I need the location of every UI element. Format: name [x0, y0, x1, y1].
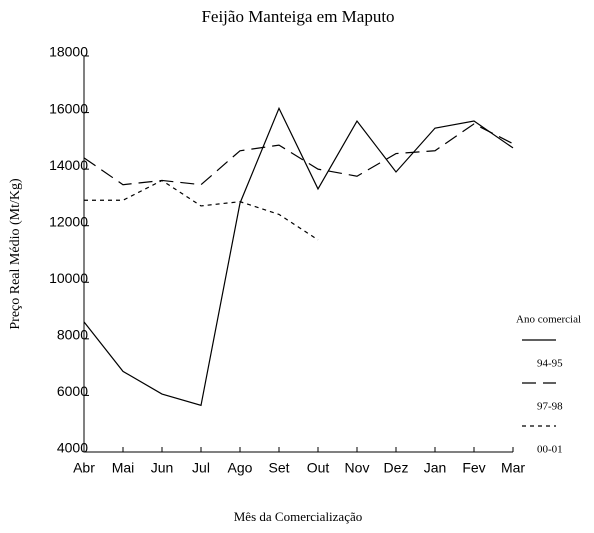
x-tick-label: Fev: [462, 460, 485, 476]
x-tick-label: Abr: [73, 460, 95, 476]
x-tick-label: Jun: [151, 460, 174, 476]
y-tick-label: 14000: [49, 157, 88, 173]
y-tick-label: 16000: [49, 100, 88, 116]
legend-title: Ano comercial: [516, 314, 581, 326]
legend-label: 00-01: [537, 444, 563, 456]
y-tick-label: 12000: [49, 213, 88, 229]
x-tick-label: Set: [268, 460, 289, 476]
y-tick-label: 6000: [57, 383, 88, 399]
y-tick-label: 8000: [57, 327, 88, 343]
x-tick-label: Jan: [424, 460, 447, 476]
y-tick-label: 4000: [57, 440, 88, 456]
series-line: [83, 123, 514, 186]
chart-title: Feijão Manteiga em Maputo: [201, 7, 394, 26]
x-tick-label: Mai: [112, 460, 135, 476]
y-tick-label: 10000: [49, 270, 88, 286]
y-tick-label: 18000: [49, 44, 88, 60]
x-tick-label: Ago: [228, 460, 253, 476]
x-tick-label: Jul: [192, 460, 210, 476]
x-tick-label: Out: [307, 460, 330, 476]
x-tick-label: Mar: [501, 460, 525, 476]
series-line: [83, 106, 514, 407]
x-tick-label: Dez: [384, 460, 409, 476]
legend-label: 97-98: [537, 401, 563, 413]
series-line: [84, 179, 319, 241]
x-axis-label: Mês da Comercialização: [234, 509, 363, 524]
legend-label: 94-95: [537, 358, 563, 370]
y-axis-label: Preço Real Médio (Mt/Kg): [8, 178, 23, 330]
x-tick-label: Nov: [345, 460, 370, 476]
